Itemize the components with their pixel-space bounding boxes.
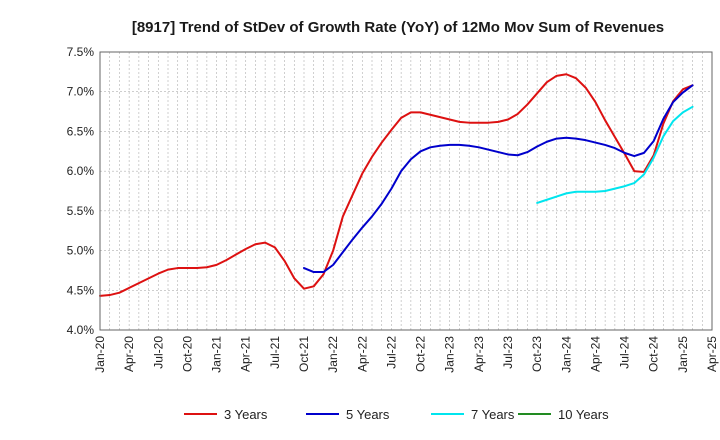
legend: 3 Years 5 Years 7 Years 10 Years: [184, 407, 609, 422]
legend-label: 3 Years: [224, 407, 268, 422]
x-tick-label: Apr-22: [355, 336, 369, 372]
legend-label: 7 Years: [471, 407, 515, 422]
x-tick-label: Jan-22: [326, 336, 340, 373]
x-tick-label: Jan-21: [210, 336, 224, 373]
x-tick-label: Oct-24: [647, 336, 661, 372]
legend-label: 10 Years: [558, 407, 609, 422]
x-tick-label: Oct-22: [414, 336, 428, 372]
y-tick-label: 4.0%: [67, 323, 95, 337]
x-tick-label: Jul-24: [618, 336, 632, 369]
x-tick-label: Jul-21: [268, 336, 282, 369]
x-tick-label: Jan-25: [676, 336, 690, 373]
series-line-3-years: [99, 73, 694, 297]
y-tick-label: 7.5%: [67, 45, 95, 59]
y-tick-label: 6.0%: [67, 164, 95, 178]
series-line-5-years: [303, 84, 694, 274]
x-tick-label: Apr-20: [122, 336, 136, 372]
x-tick-label: Apr-21: [239, 336, 253, 372]
x-tick-label: Jul-20: [151, 336, 165, 369]
x-tick-label: Jan-23: [443, 336, 457, 373]
legend-label: 5 Years: [346, 407, 390, 422]
y-tick-label: 5.5%: [67, 204, 95, 218]
x-tick-label: Jan-20: [93, 336, 107, 373]
y-tick-label: 6.5%: [67, 124, 95, 138]
x-tick-label: Jul-23: [501, 336, 515, 369]
x-tick-label: Jul-22: [384, 336, 398, 369]
x-tick-label: Oct-23: [530, 336, 544, 372]
y-tick-label: 5.0%: [67, 244, 95, 258]
series-lines: [99, 73, 694, 297]
x-tick-label: Oct-20: [180, 336, 194, 372]
chart-title: [8917] Trend of StDev of Growth Rate (Yo…: [132, 19, 664, 36]
x-tick-label: Apr-23: [472, 336, 486, 372]
y-axis-ticks: 4.0% 4.5% 5.0% 5.5% 6.0% 6.5% 7.0% 7.5%: [67, 45, 95, 337]
x-tick-label: Oct-21: [297, 336, 311, 372]
grid-lines: [100, 52, 712, 330]
x-tick-label: Apr-25: [705, 336, 719, 372]
y-tick-label: 4.5%: [67, 283, 95, 297]
y-tick-label: 7.0%: [67, 85, 95, 99]
x-tick-label: Jan-24: [559, 336, 573, 373]
x-axis-ticks: Jan-20 Apr-20 Jul-20 Oct-20 Jan-21 Apr-21 Jul-…: [93, 336, 719, 373]
x-tick-label: Apr-24: [588, 336, 602, 372]
plot-frame: [99, 51, 713, 331]
series-line-7-years: [536, 105, 694, 204]
